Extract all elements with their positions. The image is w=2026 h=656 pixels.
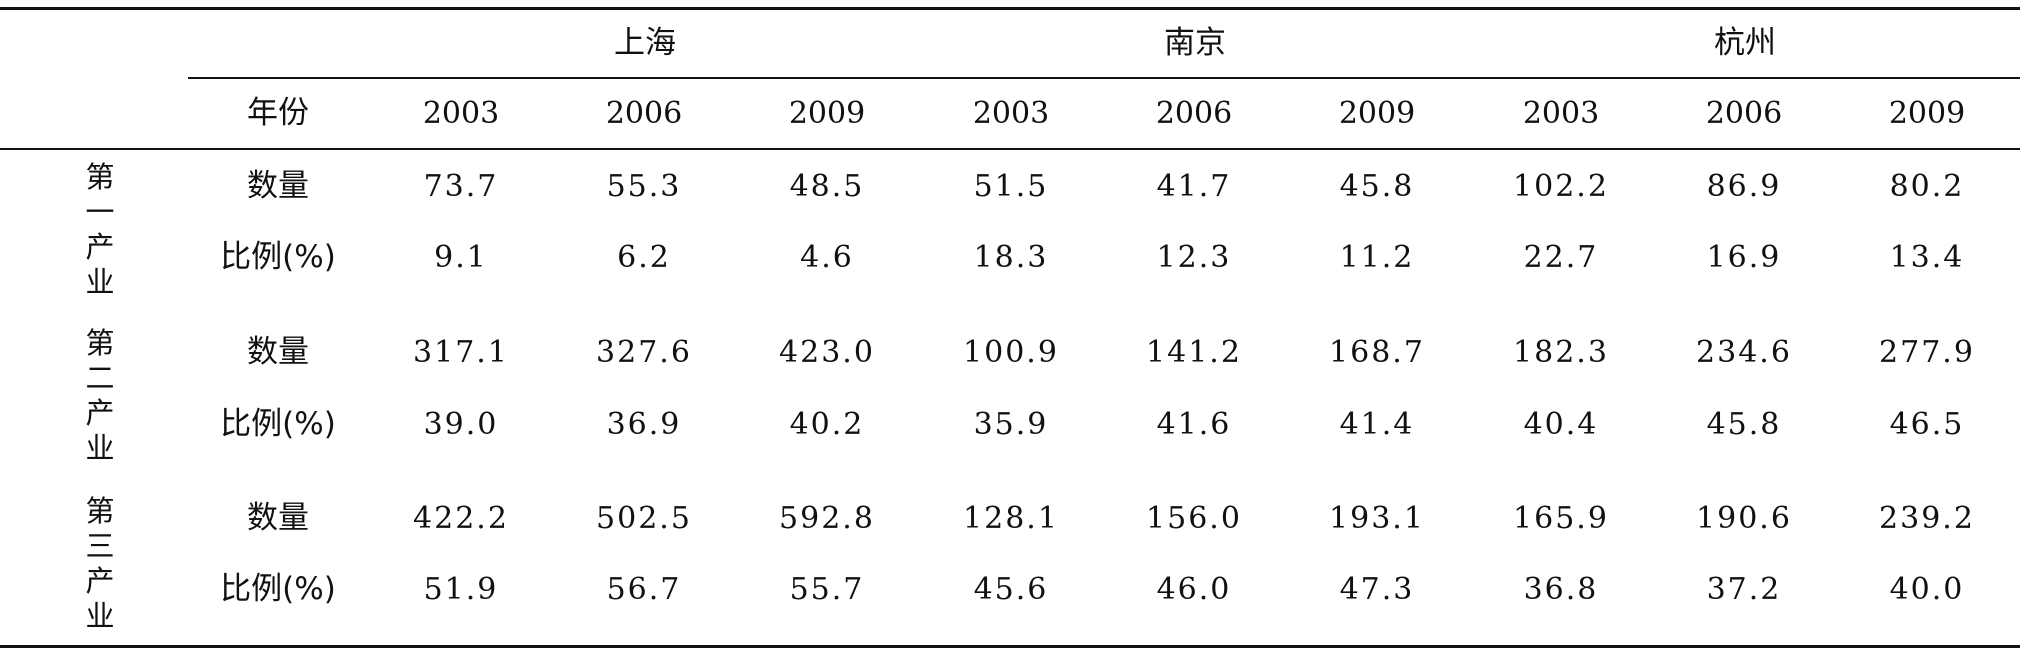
- table-cell: 592.8: [779, 501, 875, 536]
- table-cell: 48.5: [789, 169, 865, 204]
- row-label-quantity: 数量: [247, 334, 309, 370]
- table-cell: 9.1: [434, 240, 488, 275]
- sector-label: 第二产业: [85, 326, 115, 465]
- table-cell: 46.5: [1889, 407, 1965, 442]
- table-cell: 41.4: [1339, 407, 1415, 442]
- sector-label: 第三产业: [85, 494, 115, 633]
- year-header: 2009: [1888, 96, 1966, 131]
- table-cell: 55.3: [606, 169, 682, 204]
- year-header: 2009: [788, 96, 866, 131]
- table-cell: 277.9: [1879, 335, 1975, 370]
- year-header: 2009: [1338, 96, 1416, 131]
- table-cell: 51.5: [973, 169, 1049, 204]
- city-header-nanjing: 南京: [1164, 25, 1226, 61]
- table-cell: 39.0: [423, 407, 499, 442]
- table-cell: 45.6: [973, 572, 1049, 607]
- table-cell: 102.2: [1513, 169, 1609, 204]
- table-cell: 86.9: [1706, 169, 1782, 204]
- row-label-quantity: 数量: [247, 500, 309, 536]
- table-cell: 16.9: [1706, 240, 1782, 275]
- table-cell: 193.1: [1329, 501, 1425, 536]
- table-cell: 22.7: [1523, 240, 1599, 275]
- top-rule: [0, 7, 2020, 10]
- table-cell: 40.0: [1889, 572, 1965, 607]
- table-cell: 423.0: [779, 335, 875, 370]
- table-cell: 12.3: [1156, 240, 1232, 275]
- bottom-rule: [0, 645, 2020, 648]
- table-cell: 4.6: [800, 240, 854, 275]
- table-cell: 18.3: [973, 240, 1049, 275]
- table-cell: 51.9: [423, 572, 499, 607]
- table-cell: 56.7: [606, 572, 682, 607]
- table-cell: 317.1: [413, 335, 509, 370]
- table-cell: 73.7: [423, 169, 499, 204]
- table-cell: 327.6: [596, 335, 692, 370]
- table-cell: 168.7: [1329, 335, 1425, 370]
- table-cell: 182.3: [1513, 335, 1609, 370]
- header-rule: [0, 148, 2020, 150]
- city-header-hangzhou: 杭州: [1714, 25, 1776, 61]
- table-cell: 6.2: [617, 240, 671, 275]
- row-label-ratio: 比例(%): [220, 571, 336, 607]
- table-cell: 502.5: [596, 501, 692, 536]
- year-header: 2003: [972, 96, 1050, 131]
- row-label-quantity: 数量: [247, 168, 309, 204]
- year-header: 2006: [605, 96, 683, 131]
- row-label-ratio: 比例(%): [220, 239, 336, 275]
- table-cell: 40.2: [789, 407, 865, 442]
- table-cell: 37.2: [1706, 572, 1782, 607]
- table-cell: 45.8: [1706, 407, 1782, 442]
- table-cell: 13.4: [1889, 240, 1965, 275]
- table-cell: 35.9: [973, 407, 1049, 442]
- table-cell: 190.6: [1696, 501, 1792, 536]
- year-label: 年份: [247, 95, 309, 131]
- year-header: 2003: [422, 96, 500, 131]
- table-cell: 234.6: [1696, 335, 1792, 370]
- table-cell: 40.4: [1523, 407, 1599, 442]
- table-cell: 36.8: [1523, 572, 1599, 607]
- year-header: 2006: [1155, 96, 1233, 131]
- table-cell: 36.9: [606, 407, 682, 442]
- table-cell: 239.2: [1879, 501, 1975, 536]
- table-cell: 55.7: [789, 572, 865, 607]
- table-cell: 45.8: [1339, 169, 1415, 204]
- year-header: 2003: [1522, 96, 1600, 131]
- sector-label: 第一产业: [85, 160, 115, 299]
- city-header-shanghai: 上海: [614, 25, 676, 61]
- table-cell: 100.9: [963, 335, 1059, 370]
- table-cell: 80.2: [1889, 169, 1965, 204]
- city-header-rule: [188, 77, 2020, 79]
- year-header: 2006: [1705, 96, 1783, 131]
- table-cell: 47.3: [1339, 572, 1415, 607]
- table-cell: 11.2: [1339, 240, 1415, 275]
- table-cell: 165.9: [1513, 501, 1609, 536]
- table-cell: 46.0: [1156, 572, 1232, 607]
- row-label-ratio: 比例(%): [220, 406, 336, 442]
- table-cell: 422.2: [413, 501, 509, 536]
- table-cell: 141.2: [1146, 335, 1242, 370]
- table-cell: 41.7: [1156, 169, 1232, 204]
- table-cell: 128.1: [963, 501, 1059, 536]
- table-cell: 41.6: [1156, 407, 1232, 442]
- table-cell: 156.0: [1146, 501, 1242, 536]
